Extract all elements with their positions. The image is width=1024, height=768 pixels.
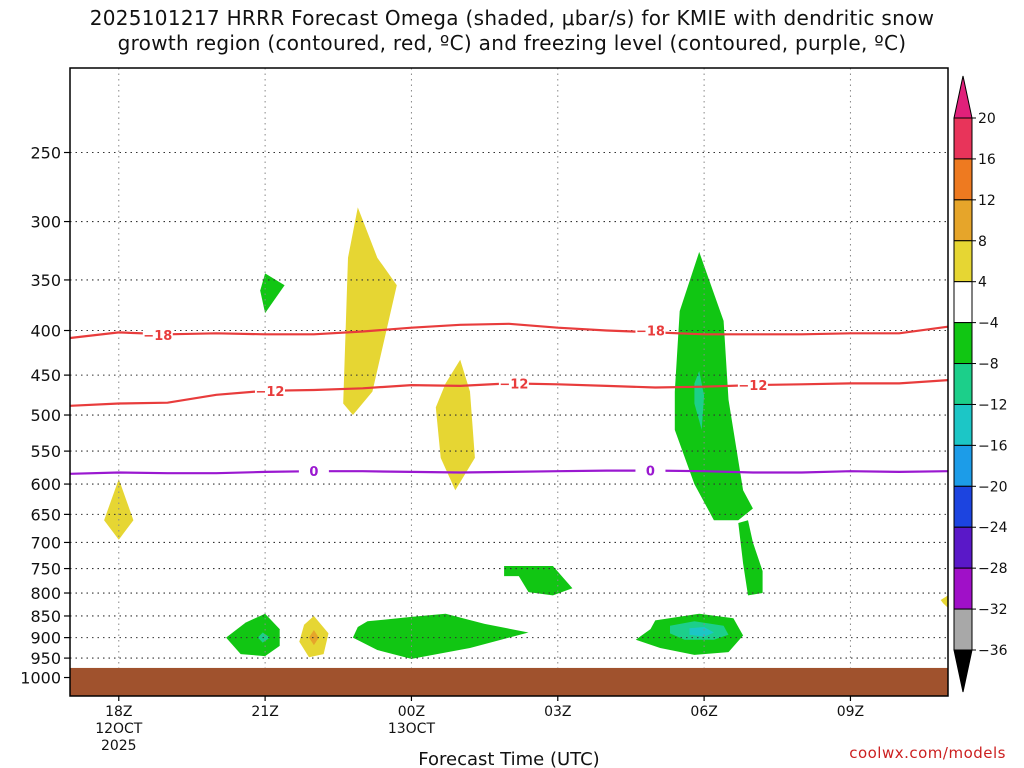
y-tick-label-500: 500 (30, 406, 61, 425)
colorbar-bin-6 (953, 363, 973, 405)
x-tick-label-18-2: 2025 (101, 738, 137, 754)
colorbar-under-arrow (953, 649, 973, 693)
colorbar-bin-5 (953, 322, 973, 365)
x-tick-label-30-0: 06Z (690, 704, 717, 720)
colorbar-bin-9 (953, 485, 973, 528)
contour-label-2-1: 0 (646, 465, 655, 480)
omega-region-2 (343, 207, 397, 415)
contour-label-bg-1-1 (498, 375, 529, 391)
y-tick-label-900: 900 (30, 629, 61, 648)
colorbar-bin-3 (953, 240, 973, 283)
colorbar-label-7: −12 (978, 397, 1008, 413)
colorbar-bin-10 (953, 526, 973, 569)
y-tick-label-550: 550 (30, 442, 61, 461)
colorbar-bin-8 (953, 444, 973, 487)
contour-line-0 (70, 322, 948, 340)
plot-content: −18 −18 −12 −12 −12 0 0 (70, 68, 948, 696)
colorbar-over-arrow (953, 75, 973, 119)
colorbar-label-12: −32 (978, 602, 1008, 618)
contour-label-0-0: −18 (143, 329, 172, 344)
contour-label-bg-0-0 (142, 327, 173, 343)
colorbar-label-6: −8 (978, 357, 999, 373)
x-tick-label-33-0: 09Z (837, 704, 864, 720)
plot-area: −18 −18 −12 −12 −12 0 0 (69, 67, 949, 697)
omega-region-11 (309, 630, 319, 646)
y-tick-label-350: 350 (30, 271, 61, 290)
omega-region-1 (260, 273, 285, 314)
x-tick-label-24-1: 13OCT (388, 721, 436, 737)
site-credit: coolwx.com/models (849, 744, 1006, 762)
x-tick-label-27-0: 03Z (544, 704, 571, 720)
x-tick-label-18-0: 18Z (105, 704, 132, 720)
omega-region-12 (352, 613, 529, 659)
y-tick-label-450: 450 (30, 366, 61, 385)
contour-label-bg-1-2 (737, 377, 768, 393)
x-tick-label-21-0: 21Z (251, 704, 278, 720)
y-tick-label-750: 750 (30, 560, 61, 579)
contour-label-1-0: −12 (255, 385, 284, 400)
colorbar-bin-4 (953, 281, 973, 324)
x-axis-title: Forecast Time (UTC) (418, 749, 599, 768)
contour-label-2-0: 0 (309, 465, 318, 480)
omega-region-7 (504, 566, 573, 596)
colorbar-bin-11 (953, 567, 973, 610)
y-tick-label-650: 650 (30, 505, 61, 524)
y-tick-label-300: 300 (30, 213, 61, 232)
contour-label-bg-1-0 (254, 382, 285, 398)
omega-region-3 (435, 359, 475, 491)
y-tick-label-600: 600 (30, 475, 61, 494)
ground-terrain (70, 667, 948, 696)
y-tick-label-850: 850 (30, 607, 61, 626)
contour-label-bg-0-1 (635, 322, 666, 338)
chart-title: 2025101217 HRRR Forecast Omega (shaded, … (0, 6, 1024, 56)
colorbar-label-2: 12 (978, 193, 996, 209)
contour-label-1-1: −12 (499, 377, 528, 392)
colorbar-label-0: 20 (978, 111, 996, 127)
colorbar-bin-12 (953, 608, 973, 651)
omega-region-15 (689, 627, 714, 637)
contour-label-1-2: −12 (738, 379, 767, 394)
x-tick-label-24-0: 00Z (398, 704, 425, 720)
contour-label-0-1: −18 (636, 325, 665, 340)
colorbar-label-13: −36 (978, 643, 1008, 659)
colorbar-label-8: −16 (978, 438, 1008, 454)
colorbar-label-3: 8 (978, 234, 987, 250)
omega-region-8 (226, 613, 280, 657)
colorbar-label-4: 4 (978, 275, 987, 291)
y-tick-label-950: 950 (30, 649, 61, 668)
contour-label-bg-2-1 (635, 462, 666, 478)
y-tick-label-700: 700 (30, 533, 61, 552)
colorbar: 20 16 12 8 4 −4 −8 −12 −16 −20 −24 −28 −32 −36 (953, 75, 1008, 693)
plot-frame (69, 67, 949, 697)
colorbar-bin-2 (953, 199, 973, 242)
chart-title-line-1: 2025101217 HRRR Forecast Omega (shaded, … (89, 6, 935, 30)
y-tick-label-800: 800 (30, 584, 61, 603)
omega-region-16 (940, 595, 948, 608)
contour-line-2 (70, 469, 948, 475)
colorbar-label-11: −28 (978, 561, 1008, 577)
contour-label-bg-2-0 (298, 463, 329, 479)
y-tick-label-250: 250 (30, 144, 61, 163)
axes: 250 300 350 400 450 500 550 600 650 700 750 800 850 9… (20, 144, 864, 768)
y-tick-label-1000: 1000 (20, 669, 61, 688)
colorbar-bin-7 (953, 403, 973, 446)
colorbar-label-9: −20 (978, 479, 1008, 495)
chart-title-line-2: growth region (contoured, red, ºC) and f… (117, 31, 907, 55)
colorbar-bin-0 (953, 117, 973, 160)
colorbar-bin-1 (953, 158, 973, 201)
x-tick-label-18-1: 12OCT (95, 721, 143, 737)
omega-region-6 (738, 520, 763, 596)
colorbar-label-5: −4 (978, 316, 999, 332)
colorbar-label-1: 16 (978, 152, 996, 168)
colorbar-label-10: −24 (978, 520, 1008, 536)
y-tick-label-400: 400 (30, 322, 61, 341)
